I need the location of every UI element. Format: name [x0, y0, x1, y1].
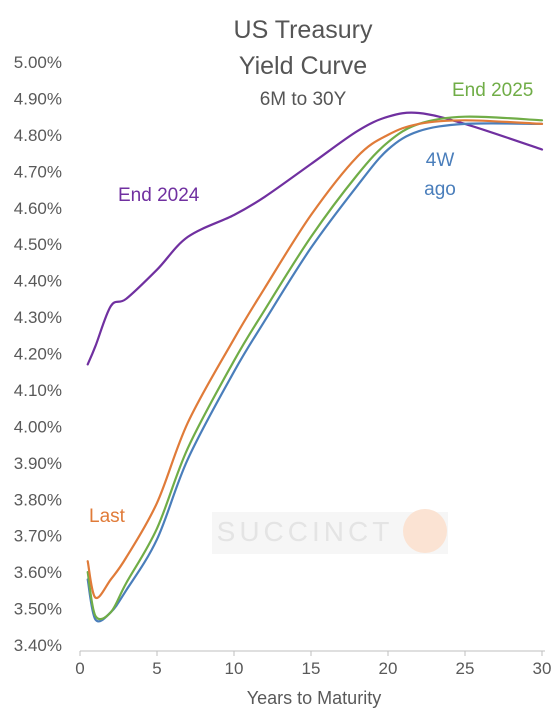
y-tick-label: 4.00% — [14, 417, 62, 436]
y-tick-label: 4.30% — [14, 308, 62, 327]
series-line-last — [86, 119, 544, 600]
chart-title-line-2: Yield Curve — [239, 52, 367, 80]
y-tick-label: 5.00% — [14, 53, 62, 72]
y-tick-label: 4.90% — [14, 89, 62, 108]
chart-title-line-1: US Treasury — [234, 16, 373, 44]
x-tick-label: 10 — [225, 659, 244, 678]
series-lines — [86, 111, 544, 623]
y-tick-label: 4.80% — [14, 126, 62, 145]
y-tick-label: 4.50% — [14, 235, 62, 254]
y-tick-label: 4.20% — [14, 345, 62, 364]
watermark-text: SUCCINCT — [217, 516, 394, 547]
y-tick-label: 3.50% — [14, 600, 62, 619]
watermark-logo — [403, 509, 447, 553]
series-label-4w-ago-line-1: 4W — [426, 150, 455, 171]
series-line-end-2024 — [86, 111, 544, 366]
x-tick-label: 15 — [302, 659, 321, 678]
series-label-4w-ago-line-2: ago — [424, 179, 456, 200]
x-tick-label: 5 — [152, 659, 161, 678]
y-axis: 3.40% 3.50% 3.60% 3.70% 3.80% 3.90% 4.00% 4.10%… — [14, 53, 62, 655]
x-tick-label: 30 — [533, 659, 552, 678]
chart-subtitle: 6M to 30Y — [260, 89, 347, 110]
watermark: SUCCINCT — [212, 509, 448, 554]
y-tick-label: 3.60% — [14, 563, 62, 582]
y-tick-label: 3.80% — [14, 490, 62, 509]
y-tick-label: 3.70% — [14, 527, 62, 546]
y-tick-label: 3.40% — [14, 636, 62, 655]
y-tick-label: 4.10% — [14, 381, 62, 400]
series-labels: End 2024 Last 4W ago End 2025 — [89, 80, 533, 527]
chart-title: US Treasury Yield Curve 6M to 30Y — [234, 16, 373, 110]
series-label-end-2025: End 2025 — [452, 80, 533, 101]
x-tick-label: 0 — [75, 659, 84, 678]
x-tick-label: 25 — [456, 659, 475, 678]
y-tick-label: 4.60% — [14, 199, 62, 218]
x-tick-label: 20 — [379, 659, 398, 678]
x-axis-title: Years to Maturity — [247, 688, 381, 708]
series-label-end-2024: End 2024 — [118, 185, 200, 206]
y-tick-label: 3.90% — [14, 454, 62, 473]
y-tick-label: 4.40% — [14, 272, 62, 291]
y-tick-label: 4.70% — [14, 162, 62, 181]
series-label-last: Last — [89, 506, 126, 527]
x-axis: 0 5 10 15 20 25 30 — [75, 651, 551, 678]
